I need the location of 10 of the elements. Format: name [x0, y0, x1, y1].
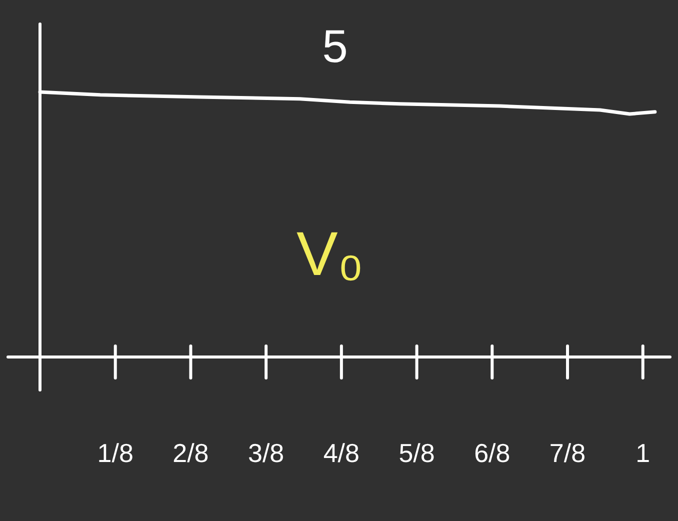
x-tick-label: 2/8	[172, 438, 209, 468]
annotation: V₀	[296, 220, 364, 289]
text: 5	[322, 20, 348, 72]
x-tick-label: 3/8	[248, 438, 284, 468]
x-tick-label: 1/8	[97, 438, 134, 468]
x-tick-label: 6/8	[474, 438, 510, 468]
x-tick-label: 5/8	[398, 438, 435, 468]
x-tick-label: 4/8	[323, 438, 360, 468]
x-tick-label: 1	[636, 438, 650, 468]
x-tick-label: 7/8	[549, 438, 586, 468]
